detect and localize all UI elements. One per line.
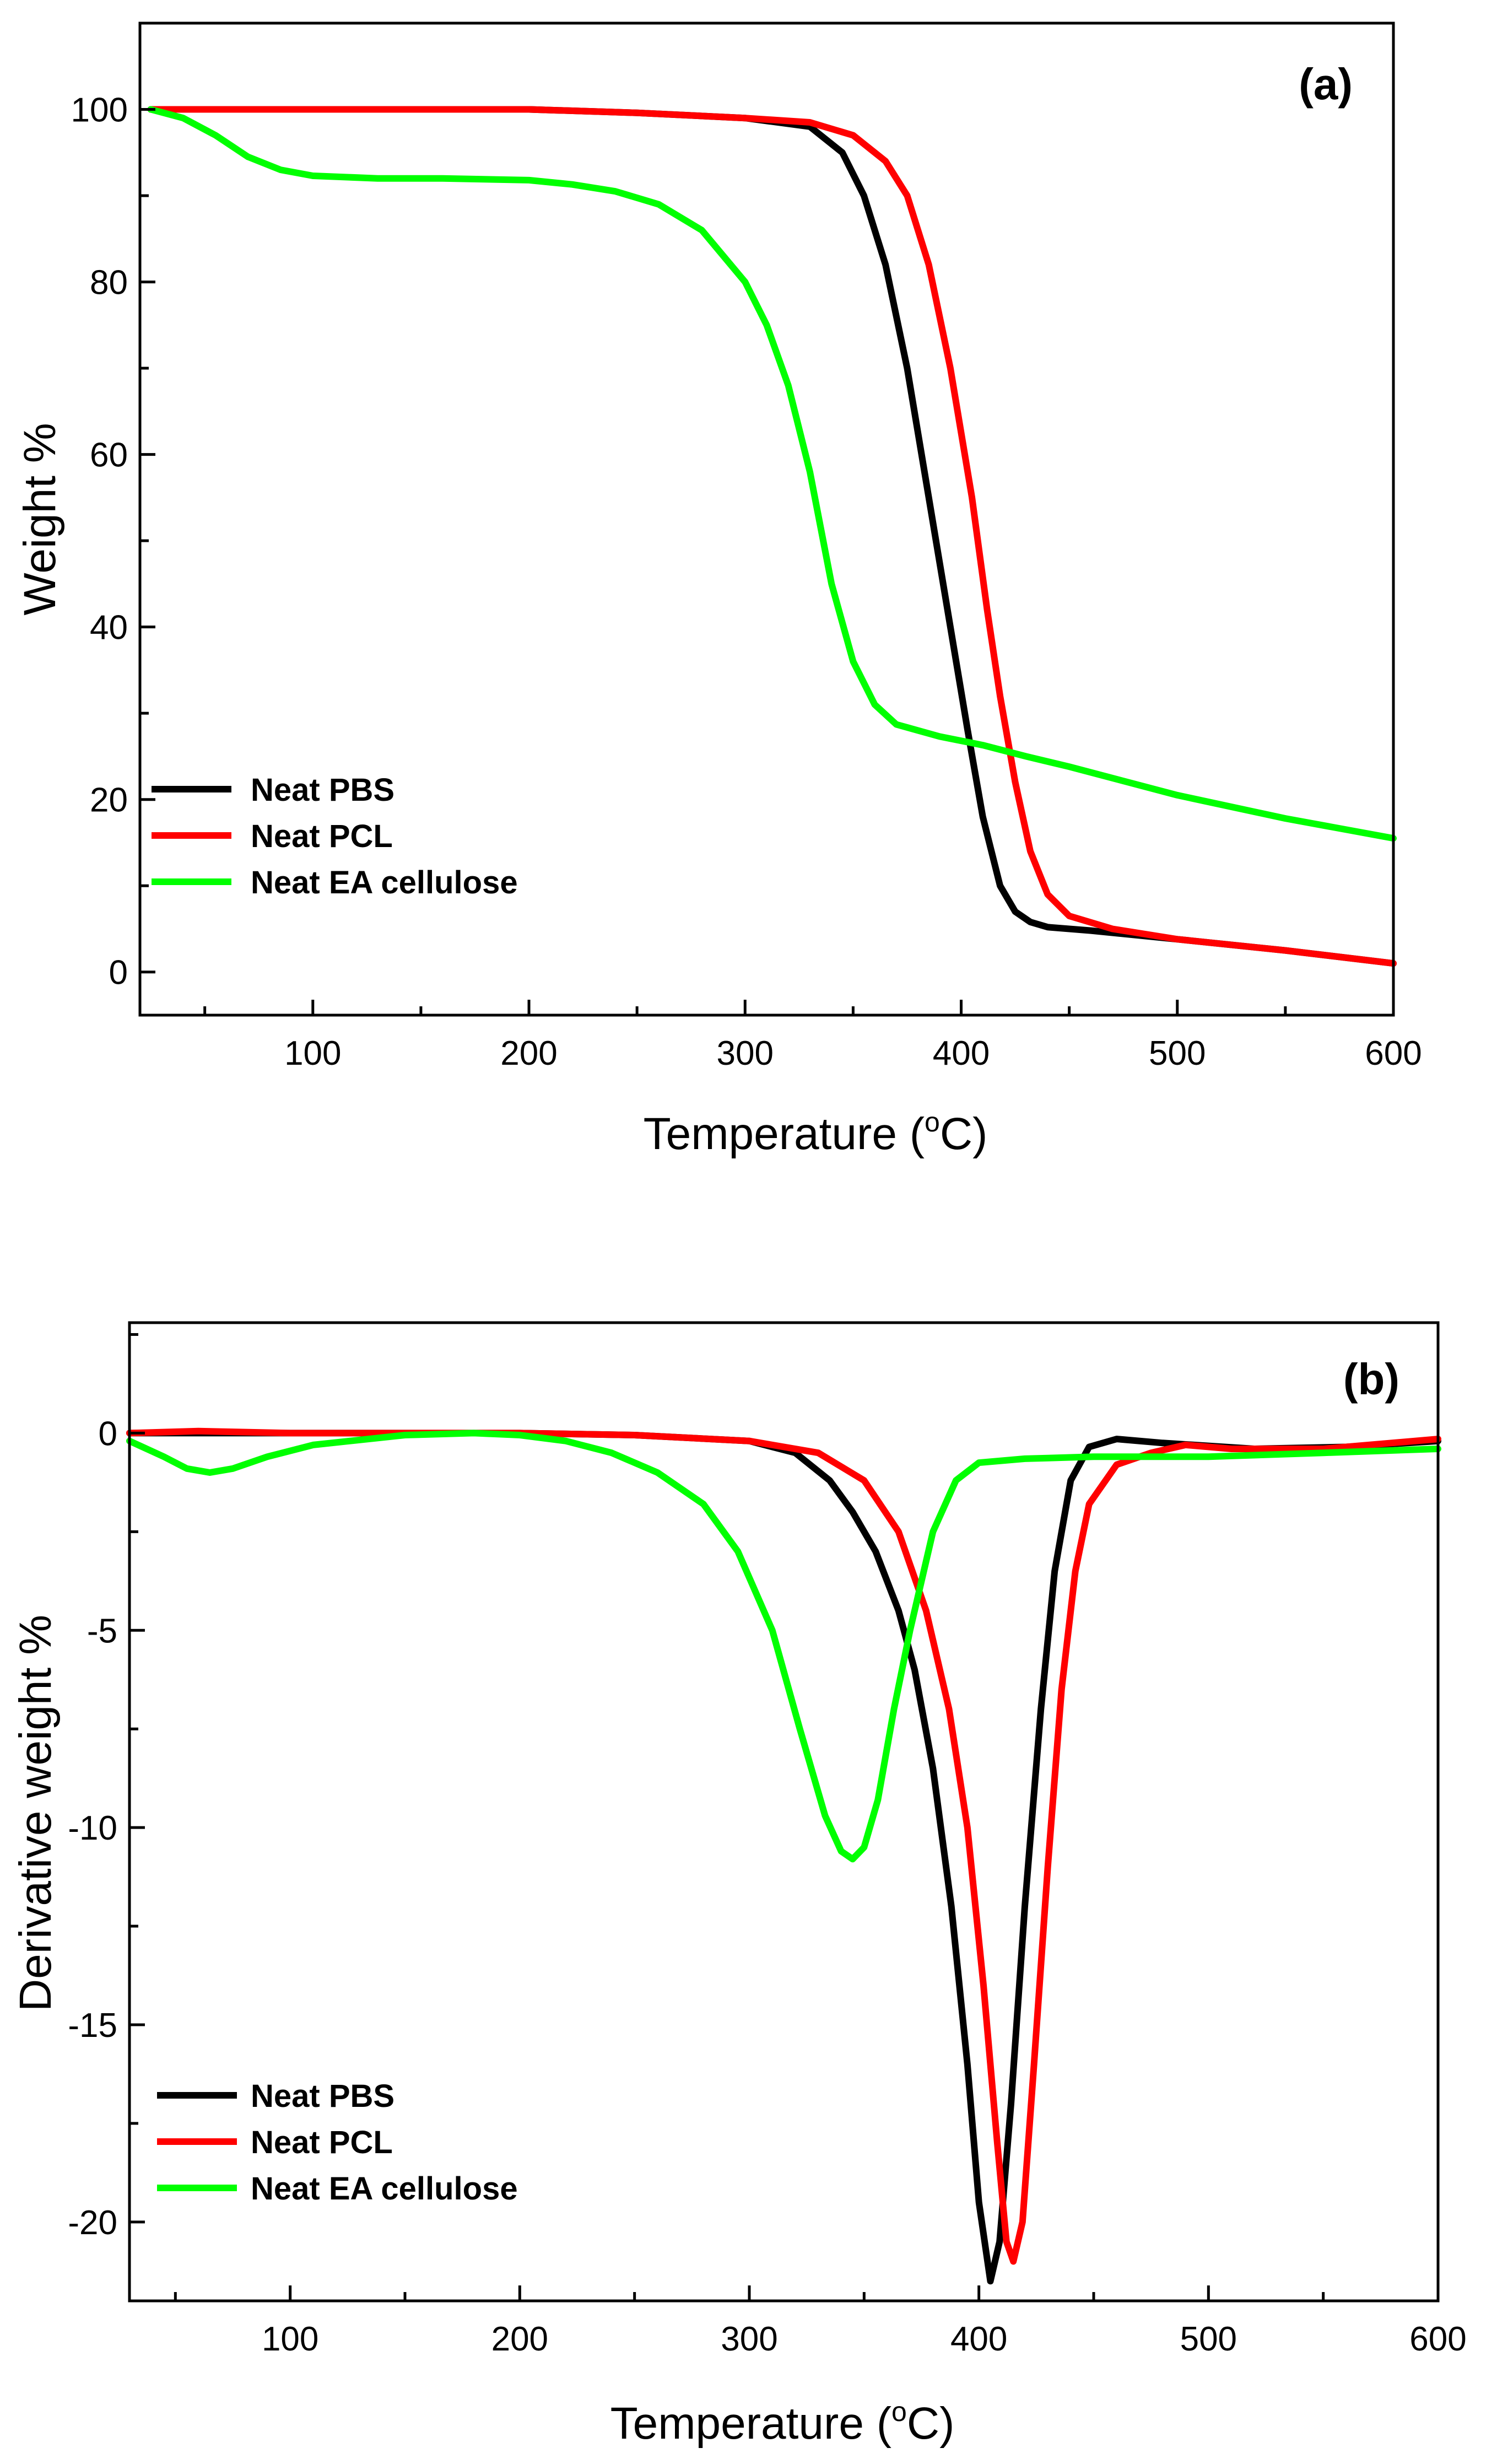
- chart-a-plot-frame: [138, 21, 1395, 1017]
- chart-b-tick-labels: 100 200 300 400 500 600 0 -5 -10 -15 -20: [68, 1415, 1466, 2358]
- chart-a-legend-item-pcl: Neat PCL: [152, 818, 393, 854]
- chart-b-x-axis-unit-open: (: [864, 2398, 891, 2449]
- chart-a-y-tick-label-60: 60: [90, 436, 128, 475]
- chart-b-x-axis-unit-degree: o: [891, 2396, 907, 2427]
- chart-a-legend-item-ea-cellulose: Neat EA cellulose: [152, 865, 518, 901]
- chart-a-x-tick-label-600: 600: [1365, 1034, 1422, 1072]
- chart-a-x-tick-label-500: 500: [1149, 1034, 1206, 1072]
- chart-b-legend: Neat PBS Neat PCL Neat EA cellulose: [157, 2078, 518, 2207]
- chart-b-legend-item-pbs: Neat PBS: [157, 2078, 394, 2114]
- chart-a-y-tick-label-100: 100: [71, 91, 128, 130]
- chart-a: 100 200 300 400 500 600 0 20 40 60 80 100 (a) Weigh…: [15, 21, 1422, 1159]
- chart-a-x-tick-label-100: 100: [284, 1034, 341, 1072]
- chart-b-x-tick-label-400: 400: [950, 2320, 1007, 2358]
- chart-a-y-axis-title: Weight %: [15, 423, 65, 615]
- chart-b-y-axis-title: Derivative weight %: [10, 1615, 61, 2012]
- chart-b-x-tick-label-100: 100: [262, 2320, 318, 2358]
- chart-a-ticks: [140, 21, 1395, 1015]
- chart-a-y-tick-label-0: 0: [109, 954, 128, 992]
- chart-a-legend-label-pbs: Neat PBS: [251, 772, 394, 808]
- chart-a-y-tick-label-20: 20: [90, 781, 128, 819]
- chart-b-ticks: [129, 1333, 1440, 2301]
- chart-b-y-tick-label-neg15: -15: [68, 2007, 117, 2045]
- chart-a-legend-label-ea-cellulose: Neat EA cellulose: [251, 865, 518, 901]
- chart-b-y-tick-label-neg5: -5: [87, 1612, 117, 1650]
- chart-a-series-neat-pcl: [147, 106, 1397, 967]
- chart-b-legend-label-pcl: Neat PCL: [251, 2125, 393, 2160]
- chart-b-x-axis-title: Temperature (oC): [610, 2396, 955, 2449]
- chart-a-panel-label: (a): [1299, 60, 1353, 109]
- chart-a-x-axis-unit: C: [940, 1109, 972, 1159]
- chart-b-x-tick-label-200: 200: [491, 2320, 548, 2358]
- chart-b-legend-label-ea-cellulose: Neat EA cellulose: [251, 2171, 518, 2207]
- chart-a-x-axis-unit-close: ): [972, 1109, 987, 1159]
- chart-a-x-axis-unit-open: (: [897, 1109, 925, 1159]
- chart-a-y-tick-label-80: 80: [90, 264, 128, 302]
- chart-b-legend-label-pbs: Neat PBS: [251, 2078, 394, 2114]
- chart-b-y-tick-label-0: 0: [99, 1415, 117, 1453]
- chart-b-y-tick-label-neg20: -20: [68, 2204, 117, 2242]
- chart-b-legend-item-ea-cellulose: Neat EA cellulose: [157, 2171, 518, 2207]
- chart-a-x-tick-label-300: 300: [717, 1034, 774, 1072]
- chart-a-series-neat-ea-cellulose: [147, 106, 1397, 842]
- chart-a-x-tick-label-400: 400: [933, 1034, 990, 1072]
- chart-a-series: [147, 106, 1397, 967]
- chart-b-x-tick-label-600: 600: [1409, 2320, 1466, 2358]
- chart-b-panel-label: (b): [1343, 1355, 1399, 1404]
- chart-a-x-axis-title: Temperature (oC): [644, 1107, 988, 1159]
- chart-a-x-axis-unit-degree: o: [925, 1107, 940, 1137]
- chart-a-tick-labels: 100 200 300 400 500 600 0 20 40 60 80 100: [71, 91, 1422, 1072]
- chart-a-legend-label-pcl: Neat PCL: [251, 818, 393, 854]
- chart-b-x-axis-title-text: Temperature: [610, 2398, 864, 2449]
- chart-a-y-tick-label-40: 40: [90, 609, 128, 647]
- chart-b-y-tick-label-neg10: -10: [68, 1809, 117, 1847]
- chart-b-plot-frame: [128, 1321, 1440, 2303]
- chart-a-x-tick-label-200: 200: [500, 1034, 557, 1072]
- chart-a-x-axis-title-text: Temperature: [644, 1109, 897, 1159]
- chart-b-series: [126, 1427, 1441, 2285]
- chart-b-legend-item-pcl: Neat PCL: [157, 2125, 393, 2160]
- chart-b-series-neat-ea-cellulose: [126, 1430, 1441, 1863]
- chart-a-legend-item-pbs: Neat PBS: [152, 772, 394, 808]
- chart-b-x-tick-label-500: 500: [1180, 2320, 1237, 2358]
- chart-a-legend: Neat PBS Neat PCL Neat EA cellulose: [152, 772, 518, 901]
- chart-b: 100 200 300 400 500 600 0 -5 -10 -15 -20 (b) Deriv…: [10, 1321, 1467, 2449]
- chart-b-x-axis-unit: C: [907, 2398, 939, 2449]
- chart-b-x-tick-label-300: 300: [721, 2320, 777, 2358]
- chart-b-x-axis-unit-close: ): [939, 2398, 954, 2449]
